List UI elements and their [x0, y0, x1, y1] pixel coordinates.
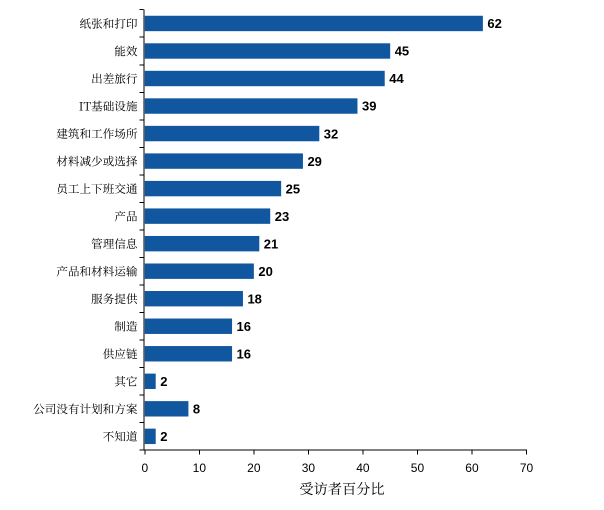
svg-text:25: 25	[286, 181, 300, 196]
svg-text:44: 44	[389, 71, 404, 86]
svg-text:40: 40	[356, 461, 370, 475]
svg-text:60: 60	[465, 461, 479, 475]
svg-text:2: 2	[160, 429, 167, 444]
svg-text:8: 8	[193, 402, 200, 417]
svg-text:39: 39	[362, 99, 376, 114]
svg-text:16: 16	[237, 319, 251, 334]
svg-text:23: 23	[275, 209, 289, 224]
svg-text:70: 70	[520, 461, 534, 475]
svg-text:20: 20	[247, 461, 261, 475]
svg-text:45: 45	[395, 44, 409, 59]
svg-text:29: 29	[307, 154, 321, 169]
svg-text:2: 2	[160, 374, 167, 389]
svg-text:10: 10	[193, 461, 207, 475]
svg-text:30: 30	[302, 461, 316, 475]
svg-text:20: 20	[258, 264, 272, 279]
svg-text:16: 16	[237, 346, 251, 361]
svg-text:50: 50	[411, 461, 425, 475]
svg-text:32: 32	[324, 126, 338, 141]
svg-text:18: 18	[247, 291, 261, 306]
svg-text:0: 0	[141, 461, 148, 475]
svg-text:62: 62	[487, 16, 501, 31]
svg-text:21: 21	[264, 236, 278, 251]
